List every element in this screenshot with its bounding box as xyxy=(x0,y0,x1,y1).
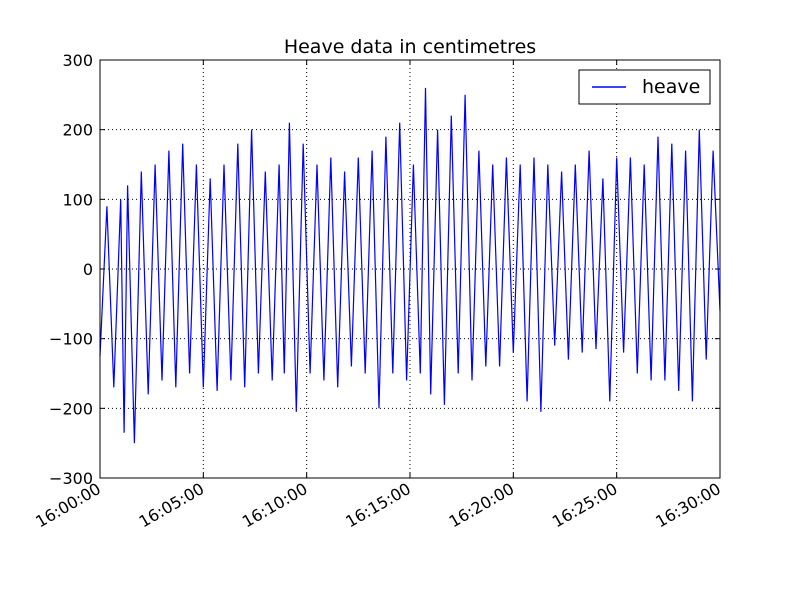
y-tick-label: 0 xyxy=(83,260,93,279)
y-tick-label: −200 xyxy=(49,399,93,418)
series-line-heave xyxy=(99,87,721,444)
y-tick-label: 200 xyxy=(62,121,93,140)
legend-label-heave: heave xyxy=(642,76,700,98)
ticks-layer xyxy=(99,59,721,479)
legend: heave xyxy=(578,69,711,105)
y-tick-label: −100 xyxy=(49,330,93,349)
y-tick-label: 100 xyxy=(62,190,93,209)
chart-title: Heave data in centimetres xyxy=(284,36,536,58)
series-layer xyxy=(99,87,721,444)
y-tick-label: −300 xyxy=(49,469,93,488)
y-tick-label: 300 xyxy=(62,51,93,70)
